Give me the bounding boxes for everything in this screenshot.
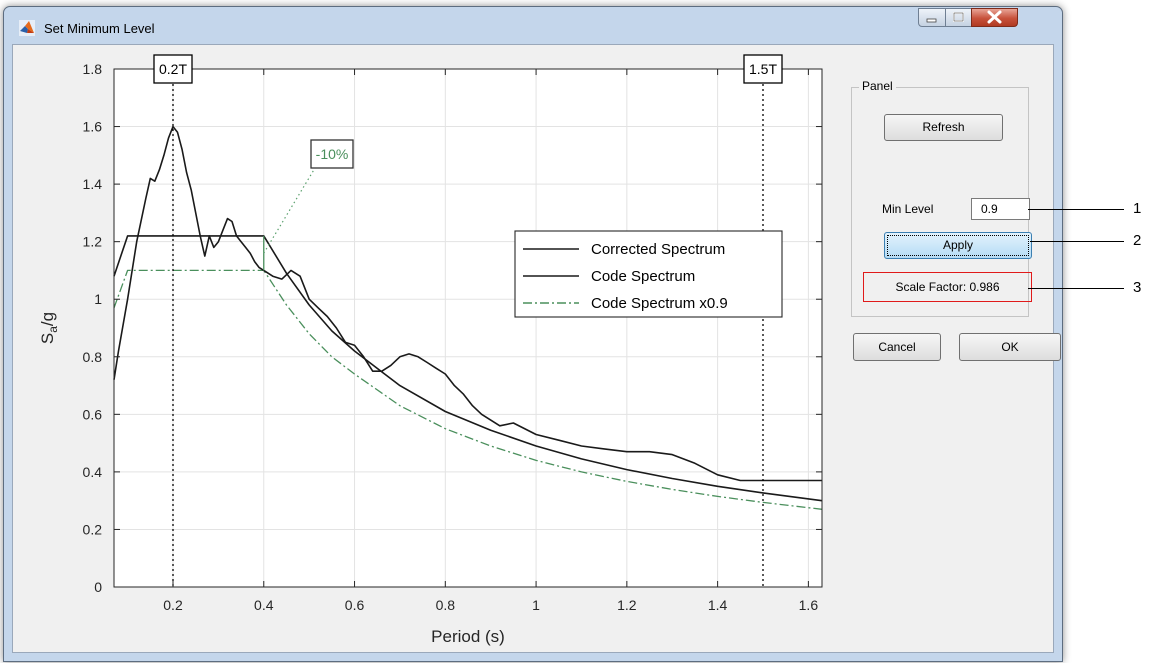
- period-markers: [172, 69, 764, 587]
- callout-line-2: [1030, 241, 1124, 242]
- annotation-label: -10%: [316, 146, 349, 162]
- annotation-label: 0.2T: [159, 61, 187, 77]
- y-axis-label-main: S: [38, 333, 57, 344]
- legend-label-2: Code Spectrum x0.9: [591, 295, 728, 312]
- y-tick-label: 0.6: [83, 406, 103, 422]
- y-tick-label: 1.8: [83, 61, 103, 77]
- x-tick-label: 0.2: [163, 597, 183, 613]
- window-title: Set Minimum Level: [44, 21, 155, 36]
- axis-ticks: 0.2 0.4 0.6 0.8 1 1.2 1.4 1.6 0 0.2 0.4 0.6 0.8 1 1.2 1…: [83, 61, 822, 613]
- minimize-button[interactable]: [918, 8, 946, 27]
- axes-frame: [113, 68, 823, 588]
- callout-2: 2: [1133, 232, 1142, 249]
- callout-1: 1: [1133, 200, 1142, 217]
- annotation-leader: [263, 167, 316, 254]
- y-tick-label: 1.2: [83, 234, 103, 250]
- x-axis-label: Period (s): [431, 627, 505, 646]
- spectrum-plot: 0.2 0.4 0.6 0.8 1 1.2 1.4 1.6 0 0.2 0.4 0.6 0.8 1 1.2 1…: [13, 45, 845, 652]
- grid-lines: [114, 68, 822, 588]
- annotation-1: 1.5T: [743, 54, 783, 84]
- scale-factor-display: Scale Factor: 0.986: [863, 272, 1032, 302]
- annotation-box: [310, 139, 354, 169]
- callout-line-1: [1028, 209, 1124, 210]
- close-icon: [987, 10, 1002, 24]
- scale-factor-label: Scale Factor:: [895, 280, 967, 294]
- matlab-icon: [19, 20, 35, 36]
- x-tick-label: 0.8: [436, 597, 456, 613]
- ok-button[interactable]: OK: [959, 333, 1061, 361]
- y-tick-label: 0.4: [83, 464, 103, 480]
- chart-legend[interactable]: Corrected Spectrum Code Spectrum Code Spec…: [514, 230, 783, 318]
- minimize-icon: [926, 18, 937, 23]
- dialog-content: 0.2 0.4 0.6 0.8 1 1.2 1.4 1.6 0 0.2 0.4 0.6 0.8 1 1.2 1…: [12, 44, 1061, 653]
- apply-button[interactable]: Apply: [884, 232, 1032, 259]
- x-tick-label: 0.6: [345, 597, 365, 613]
- y-tick-label: 1.6: [83, 119, 103, 135]
- x-tick-label: 1.2: [617, 597, 637, 613]
- annotation-box: [743, 54, 783, 84]
- dialog-window: Set Minimum Level 0.2 0.4 0.6 0.8 1 1.2 1.4 1.6…: [3, 6, 1063, 662]
- title-bar[interactable]: Set Minimum Level: [4, 7, 1062, 44]
- series-lines: [113, 125, 823, 510]
- callout-3: 3: [1133, 279, 1142, 296]
- maximize-button[interactable]: [945, 8, 972, 27]
- legend-label-0: Corrected Spectrum: [591, 241, 725, 258]
- y-tick-label: 0.2: [83, 521, 103, 537]
- y-axis-label-sub: a: [46, 326, 60, 333]
- maximize-icon: [953, 12, 964, 22]
- annotation-0: 0.2T: [153, 54, 193, 84]
- y-tick-label: 0: [94, 579, 102, 595]
- y-tick-label: 1: [94, 291, 102, 307]
- scale-factor-value: 0.986: [969, 280, 1000, 294]
- legend-label-1: Code Spectrum: [591, 268, 695, 285]
- min-level-label: Min Level: [882, 202, 934, 216]
- panel-title: Panel: [859, 79, 896, 93]
- y-tick-label: 1.4: [83, 176, 103, 192]
- y-axis-label-rest: /g: [38, 312, 57, 326]
- x-tick-label: 1.4: [708, 597, 728, 613]
- x-tick-label: 1: [532, 597, 540, 613]
- callout-line-3: [1028, 288, 1124, 289]
- x-tick-label: 1.6: [799, 597, 819, 613]
- series-line-2: [113, 269, 823, 510]
- close-button[interactable]: [971, 8, 1018, 27]
- refresh-button[interactable]: Refresh: [884, 114, 1003, 141]
- series-line-0: [113, 125, 822, 482]
- min-level-input[interactable]: 0.9: [971, 198, 1030, 220]
- annotation-box: [153, 54, 193, 84]
- series-line-1: [113, 235, 823, 502]
- x-tick-label: 0.4: [254, 597, 274, 613]
- y-tick-label: 0.8: [83, 349, 103, 365]
- annotation-2: -10%: [263, 139, 354, 254]
- cancel-button[interactable]: Cancel: [853, 333, 941, 361]
- plot-axes: [114, 69, 822, 587]
- annotation-label: 1.5T: [749, 61, 777, 77]
- y-axis-label: Sa/g: [38, 312, 60, 344]
- annotations: 0.2T 1.5T -10%: [153, 54, 783, 254]
